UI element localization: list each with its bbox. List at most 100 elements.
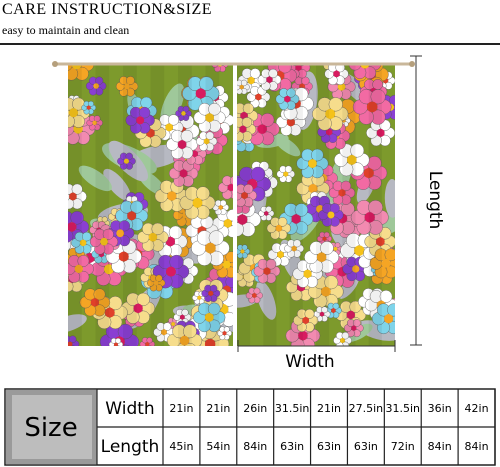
flower-center	[222, 260, 231, 269]
petal	[341, 331, 350, 340]
fold-shade	[342, 64, 356, 346]
flower	[68, 183, 87, 210]
size-cell: 84in	[428, 440, 452, 453]
flower-center	[239, 84, 244, 90]
petal	[68, 275, 70, 283]
flower	[115, 76, 139, 97]
flower	[237, 184, 257, 207]
flower-center	[266, 76, 273, 83]
flower-center	[177, 140, 187, 149]
flower-center	[68, 222, 77, 232]
flower-center	[205, 242, 216, 254]
flower-center	[331, 308, 336, 313]
flower	[196, 131, 218, 152]
petal	[237, 222, 244, 237]
size-cell: 72in	[391, 440, 415, 453]
flower	[217, 326, 232, 341]
flower-center	[123, 158, 129, 164]
petal	[199, 76, 214, 91]
petal	[294, 203, 309, 217]
petal	[260, 113, 275, 127]
flower-center	[179, 314, 185, 320]
flower-center	[327, 211, 335, 219]
leaf	[103, 168, 131, 201]
flower	[324, 64, 349, 86]
petal	[75, 49, 88, 62]
flower	[218, 175, 233, 200]
petal	[208, 102, 221, 116]
flower	[257, 68, 282, 91]
flower	[304, 241, 340, 274]
flower-center	[208, 290, 214, 296]
petal	[328, 97, 343, 112]
petal	[284, 165, 293, 173]
flower-center	[197, 295, 202, 300]
flower	[266, 217, 291, 240]
petal	[387, 303, 395, 317]
flower	[81, 100, 97, 115]
fold-shade	[150, 64, 165, 346]
petal	[121, 344, 130, 346]
flower	[68, 335, 80, 346]
petal	[332, 302, 340, 310]
flower-center	[90, 298, 100, 307]
petal	[138, 106, 151, 119]
flower	[245, 287, 263, 304]
fold-shade	[289, 64, 303, 346]
size-cell: 63in	[317, 440, 341, 453]
flower-center	[227, 183, 233, 192]
petal	[389, 94, 395, 106]
petal	[321, 306, 328, 314]
flower	[89, 228, 119, 255]
petal	[364, 49, 376, 61]
flower-center	[218, 205, 223, 210]
flower-center	[351, 325, 357, 331]
petal	[112, 345, 116, 346]
flower-center	[303, 269, 312, 278]
petal	[242, 102, 254, 114]
flower-center	[352, 265, 360, 273]
width-label: Width	[285, 352, 334, 372]
flower	[350, 200, 389, 235]
flower-center	[104, 307, 115, 318]
flower-center	[222, 331, 227, 336]
petal	[181, 308, 189, 317]
petal	[167, 114, 180, 126]
petal	[352, 319, 361, 327]
rod-end	[409, 61, 415, 67]
flower-center	[325, 108, 336, 119]
petal	[82, 231, 92, 242]
flower-center	[295, 64, 302, 71]
fold-shade	[68, 64, 82, 346]
size-cell: 63in	[354, 440, 378, 453]
flower	[366, 119, 395, 147]
fold-shade	[263, 64, 277, 346]
petal	[168, 225, 183, 240]
petal	[249, 68, 261, 79]
size-cell: 45in	[169, 440, 193, 453]
petal	[250, 166, 266, 182]
flower	[85, 76, 107, 96]
petal	[265, 258, 277, 270]
size-cell: 54in	[206, 440, 230, 453]
flower-center	[340, 337, 346, 344]
flower	[166, 324, 203, 346]
petal	[146, 337, 153, 344]
flower-center	[263, 267, 271, 275]
leaf	[384, 179, 395, 218]
leaf	[256, 280, 277, 320]
petal	[197, 347, 211, 361]
flower-center	[366, 101, 378, 113]
flower-center	[153, 280, 159, 286]
flower-center	[68, 341, 73, 346]
petal	[209, 347, 223, 361]
length-label: Length	[425, 171, 445, 230]
petal	[117, 323, 134, 340]
flower	[237, 117, 257, 142]
flower-center	[255, 93, 262, 101]
flower	[139, 337, 155, 346]
flower-center	[237, 214, 248, 225]
petal	[340, 180, 352, 192]
petal	[142, 345, 148, 346]
petal	[214, 57, 220, 63]
